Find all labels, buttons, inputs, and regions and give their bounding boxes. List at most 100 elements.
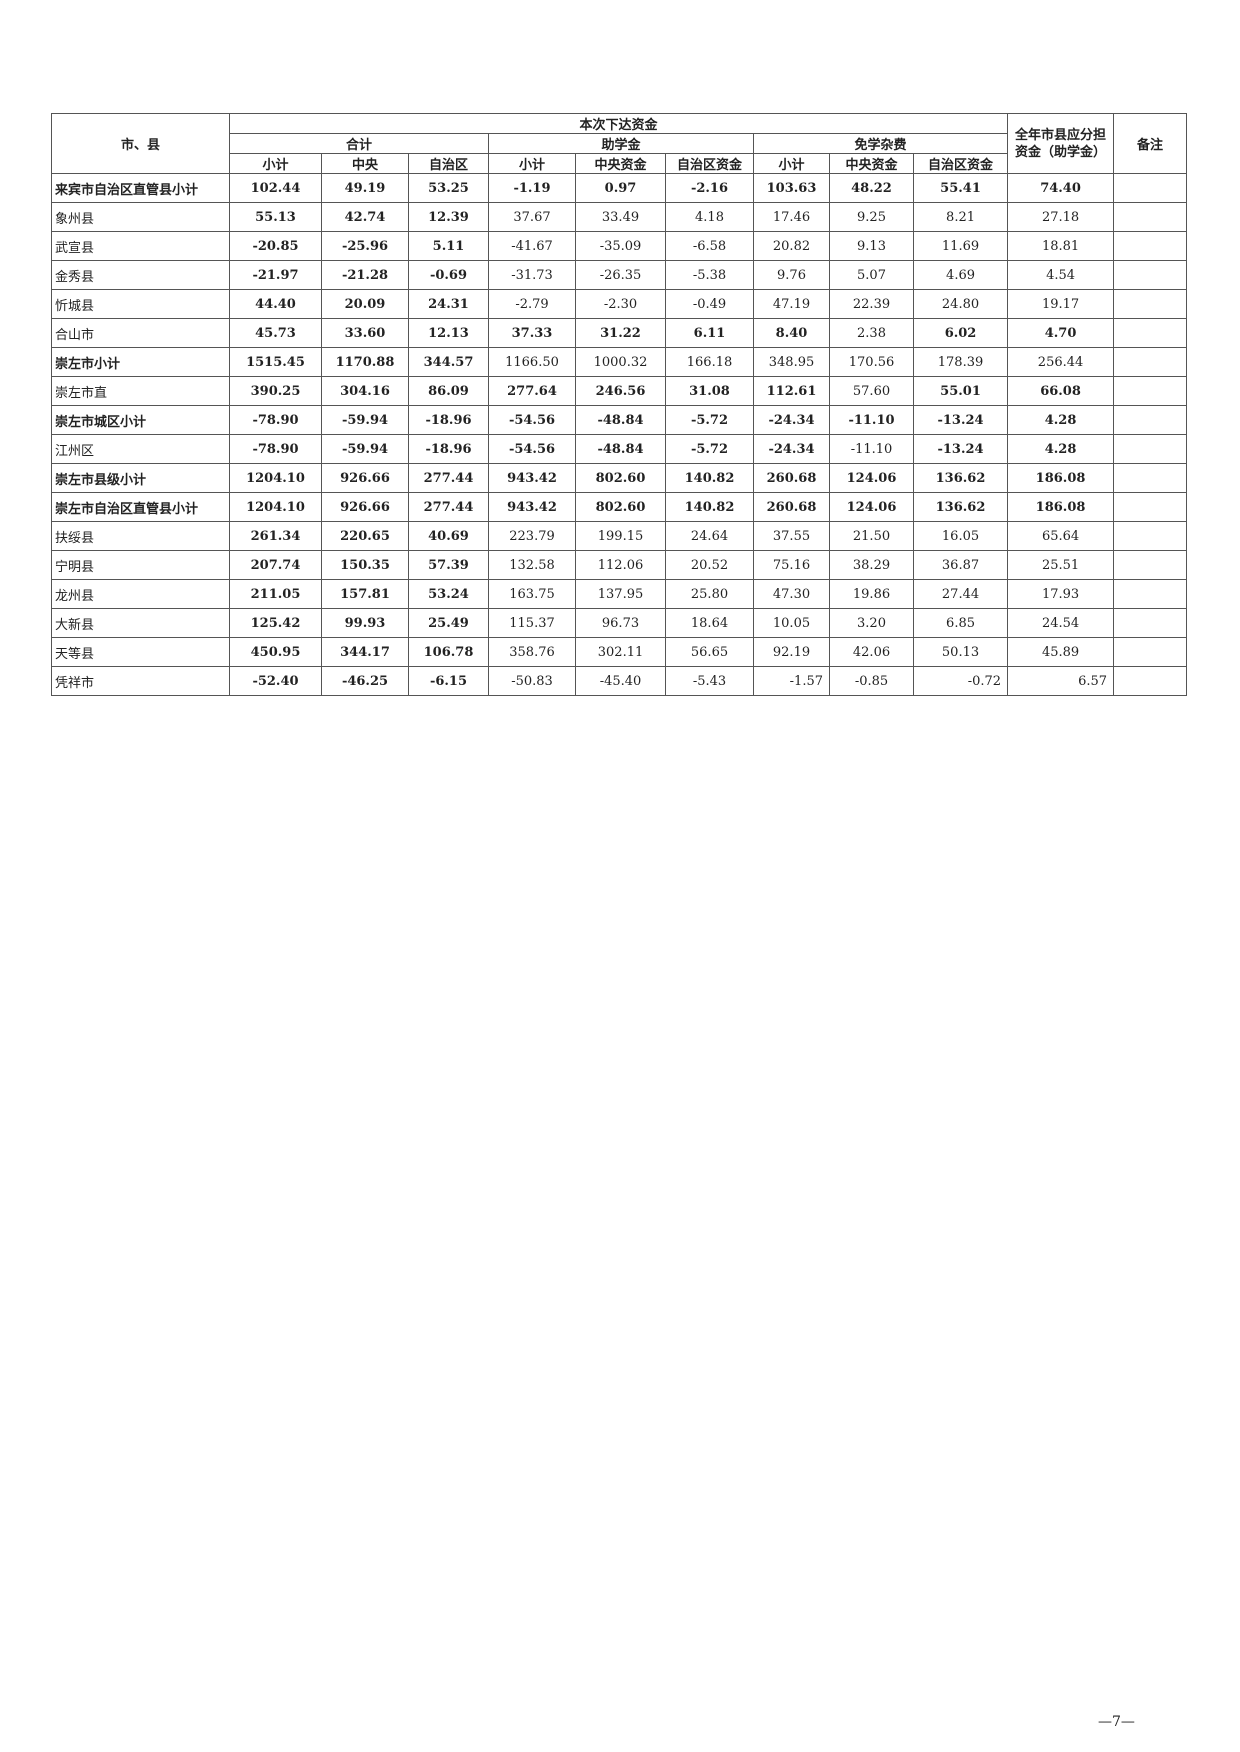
value-cell: 4.54: [1007, 260, 1115, 290]
value-cell: 86.09: [408, 376, 489, 406]
region-name: 天等县: [51, 637, 230, 667]
value-cell: 1204.10: [229, 492, 322, 522]
remark-cell: [1113, 637, 1188, 667]
value-cell: 75.16: [753, 550, 830, 580]
header-annual: 全年市县应分担资金（助学金）: [1007, 113, 1115, 174]
value-cell: -20.85: [229, 231, 322, 261]
value-cell: 50.13: [912, 637, 1009, 667]
value-cell: 55.01: [912, 376, 1009, 406]
table-row: 忻城县 44.40 20.09 24.31 -2.79 -2.30 -0.49 47.19 22…: [51, 289, 1188, 319]
value-cell: 277.44: [408, 463, 489, 493]
table-row: 合山市 45.73 33.60 12.13 37.33 31.22 6.11 8.40 2.38…: [51, 318, 1188, 348]
value-cell: -5.38: [665, 260, 754, 290]
value-cell: 926.66: [321, 463, 409, 493]
value-cell: 9.13: [829, 231, 914, 261]
region-name: 凭祥市: [51, 666, 230, 696]
value-cell: -21.28: [321, 260, 409, 290]
remark-cell: [1113, 666, 1188, 696]
remark-cell: [1113, 318, 1188, 348]
value-cell: -24.34: [753, 434, 830, 464]
value-cell: -31.73: [488, 260, 576, 290]
value-cell: 103.63: [753, 173, 830, 203]
value-cell: 57.60: [829, 376, 914, 406]
value-cell: 450.95: [229, 637, 322, 667]
value-cell: -13.24: [912, 434, 1009, 464]
value-cell: -78.90: [229, 405, 322, 435]
remark-cell: [1113, 579, 1188, 609]
value-cell: 358.76: [488, 637, 576, 667]
value-cell: 99.93: [321, 608, 409, 638]
value-cell: -0.69: [408, 260, 489, 290]
value-cell: 8.40: [753, 318, 830, 348]
value-cell: 24.64: [665, 521, 754, 551]
table-row: 扶绥县 261.34 220.65 40.69 223.79 199.15 24.64 37.…: [51, 521, 1188, 551]
subheader-cell: 小计: [488, 153, 576, 174]
subheader-cell: 中央: [321, 153, 409, 174]
value-cell: 390.25: [229, 376, 322, 406]
subheader-cell: 自治区资金: [665, 153, 754, 174]
value-cell: -1.57: [753, 666, 830, 696]
value-cell: 163.75: [488, 579, 576, 609]
value-cell: 5.07: [829, 260, 914, 290]
value-cell: 124.06: [829, 463, 914, 493]
value-cell: 260.68: [753, 492, 830, 522]
value-cell: -0.72: [912, 666, 1009, 696]
value-cell: -2.16: [665, 173, 754, 203]
header-total: 合计: [229, 133, 489, 154]
value-cell: 96.73: [575, 608, 666, 638]
value-cell: 261.34: [229, 521, 322, 551]
value-cell: 112.61: [753, 376, 830, 406]
header-remark: 备注: [1113, 113, 1188, 174]
value-cell: -1.19: [488, 173, 576, 203]
remark-cell: [1113, 463, 1188, 493]
value-cell: -11.10: [829, 405, 914, 435]
region-name: 来宾市自治区直管县小计: [51, 173, 230, 203]
remark-cell: [1113, 202, 1188, 232]
region-name: 崇左市城区小计: [51, 405, 230, 435]
value-cell: 20.52: [665, 550, 754, 580]
value-cell: 4.28: [1007, 434, 1115, 464]
value-cell: 31.22: [575, 318, 666, 348]
value-cell: 4.18: [665, 202, 754, 232]
value-cell: 344.57: [408, 347, 489, 377]
value-cell: -41.67: [488, 231, 576, 261]
value-cell: 277.64: [488, 376, 576, 406]
value-cell: 42.74: [321, 202, 409, 232]
value-cell: 55.41: [912, 173, 1009, 203]
value-cell: -0.49: [665, 289, 754, 319]
value-cell: 140.82: [665, 492, 754, 522]
value-cell: 45.73: [229, 318, 322, 348]
value-cell: 74.40: [1007, 173, 1115, 203]
value-cell: 33.60: [321, 318, 409, 348]
value-cell: -25.96: [321, 231, 409, 261]
value-cell: -52.40: [229, 666, 322, 696]
value-cell: -18.96: [408, 434, 489, 464]
value-cell: -0.85: [829, 666, 914, 696]
value-cell: 18.81: [1007, 231, 1115, 261]
subheader-cell: 小计: [229, 153, 322, 174]
value-cell: 246.56: [575, 376, 666, 406]
value-cell: -50.83: [488, 666, 576, 696]
value-cell: 11.69: [912, 231, 1009, 261]
value-cell: -18.96: [408, 405, 489, 435]
value-cell: 132.58: [488, 550, 576, 580]
value-cell: 4.70: [1007, 318, 1115, 348]
value-cell: -46.25: [321, 666, 409, 696]
value-cell: 8.21: [912, 202, 1009, 232]
value-cell: 178.39: [912, 347, 1009, 377]
value-cell: 25.51: [1007, 550, 1115, 580]
region-name: 大新县: [51, 608, 230, 638]
funding-table: 市、县 本次下达资金 全年市县应分担资金（助学金） 备注 合计 助学金 免学杂费…: [51, 113, 1188, 696]
page-number: —7—: [1098, 1714, 1135, 1730]
value-cell: -2.79: [488, 289, 576, 319]
table-row: 来宾市自治区直管县小计 102.44 49.19 53.25 -1.19 0.97 -2.1…: [51, 173, 1188, 203]
value-cell: 55.13: [229, 202, 322, 232]
value-cell: 3.20: [829, 608, 914, 638]
value-cell: -59.94: [321, 405, 409, 435]
value-cell: 4.28: [1007, 405, 1115, 435]
value-cell: 27.18: [1007, 202, 1115, 232]
value-cell: 926.66: [321, 492, 409, 522]
value-cell: 140.82: [665, 463, 754, 493]
value-cell: 304.16: [321, 376, 409, 406]
value-cell: -5.72: [665, 405, 754, 435]
